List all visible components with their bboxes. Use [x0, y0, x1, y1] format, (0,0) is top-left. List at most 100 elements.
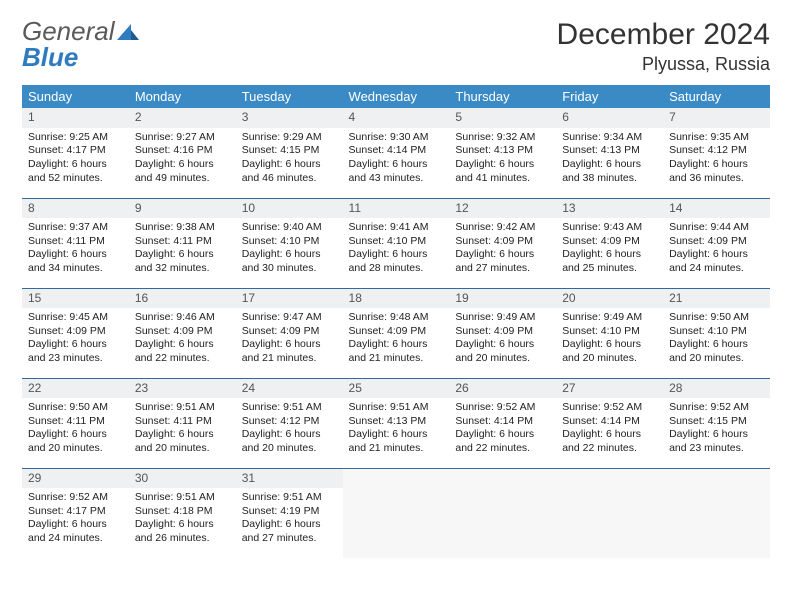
calendar-cell: 25Sunrise: 9:51 AMSunset: 4:13 PMDayligh…	[343, 378, 450, 468]
day-body: Sunrise: 9:30 AMSunset: 4:14 PMDaylight:…	[343, 128, 450, 192]
sunrise-line: Sunrise: 9:51 AM	[242, 401, 337, 415]
sunset-line: Sunset: 4:15 PM	[242, 144, 337, 158]
day-number: 18	[343, 289, 450, 309]
daylight-line: Daylight: 6 hours and 52 minutes.	[28, 158, 123, 185]
sunset-line: Sunset: 4:17 PM	[28, 144, 123, 158]
sunset-line: Sunset: 4:14 PM	[349, 144, 444, 158]
sunset-line: Sunset: 4:10 PM	[349, 235, 444, 249]
day-number: 13	[556, 199, 663, 219]
sunset-line: Sunset: 4:14 PM	[455, 415, 550, 429]
header: GeneralBlue December 2024 Plyussa, Russi…	[22, 18, 770, 75]
day-number: 20	[556, 289, 663, 309]
calendar-cell: 10Sunrise: 9:40 AMSunset: 4:10 PMDayligh…	[236, 198, 343, 288]
sunset-line: Sunset: 4:10 PM	[669, 325, 764, 339]
calendar-table: SundayMondayTuesdayWednesdayThursdayFrid…	[22, 85, 770, 558]
sunset-line: Sunset: 4:09 PM	[242, 325, 337, 339]
sunset-line: Sunset: 4:09 PM	[135, 325, 230, 339]
daylight-line: Daylight: 6 hours and 32 minutes.	[135, 248, 230, 275]
day-body: Sunrise: 9:49 AMSunset: 4:10 PMDaylight:…	[556, 308, 663, 372]
daylight-line: Daylight: 6 hours and 27 minutes.	[242, 518, 337, 545]
calendar-row: 29Sunrise: 9:52 AMSunset: 4:17 PMDayligh…	[22, 468, 770, 558]
sunrise-line: Sunrise: 9:30 AM	[349, 131, 444, 145]
day-body: Sunrise: 9:50 AMSunset: 4:11 PMDaylight:…	[22, 398, 129, 462]
sunrise-line: Sunrise: 9:44 AM	[669, 221, 764, 235]
calendar-row: 22Sunrise: 9:50 AMSunset: 4:11 PMDayligh…	[22, 378, 770, 468]
location: Plyussa, Russia	[557, 54, 770, 75]
calendar-cell: 5 Sunrise: 9:32 AMSunset: 4:13 PMDaylight…	[449, 108, 556, 198]
brand-part1: General	[22, 18, 115, 44]
day-number: 4	[343, 108, 450, 128]
sunset-line: Sunset: 4:16 PM	[135, 144, 230, 158]
daylight-line: Daylight: 6 hours and 41 minutes.	[455, 158, 550, 185]
calendar-cell: 23Sunrise: 9:51 AMSunset: 4:11 PMDayligh…	[129, 378, 236, 468]
day-body: Sunrise: 9:50 AMSunset: 4:10 PMDaylight:…	[663, 308, 770, 372]
sunrise-line: Sunrise: 9:27 AM	[135, 131, 230, 145]
day-header: Saturday	[663, 85, 770, 108]
sunrise-line: Sunrise: 9:29 AM	[242, 131, 337, 145]
sunrise-line: Sunrise: 9:51 AM	[242, 491, 337, 505]
day-body: Sunrise: 9:51 AMSunset: 4:12 PMDaylight:…	[236, 398, 343, 462]
sunrise-line: Sunrise: 9:49 AM	[455, 311, 550, 325]
sunrise-line: Sunrise: 9:52 AM	[28, 491, 123, 505]
sunset-line: Sunset: 4:11 PM	[28, 415, 123, 429]
daylight-line: Daylight: 6 hours and 21 minutes.	[349, 338, 444, 365]
calendar-cell: 7Sunrise: 9:35 AMSunset: 4:12 PMDaylight…	[663, 108, 770, 198]
sunrise-line: Sunrise: 9:48 AM	[349, 311, 444, 325]
daylight-line: Daylight: 6 hours and 20 minutes.	[242, 428, 337, 455]
calendar-cell: 8Sunrise: 9:37 AMSunset: 4:11 PMDaylight…	[22, 198, 129, 288]
sunrise-line: Sunrise: 9:37 AM	[28, 221, 123, 235]
sunset-line: Sunset: 4:13 PM	[455, 144, 550, 158]
brand-logo: GeneralBlue	[22, 18, 139, 70]
calendar-cell: 20Sunrise: 9:49 AMSunset: 4:10 PMDayligh…	[556, 288, 663, 378]
day-body: Sunrise: 9:25 AMSunset: 4:17 PMDaylight:…	[22, 128, 129, 192]
day-body: Sunrise: 9:51 AMSunset: 4:19 PMDaylight:…	[236, 488, 343, 552]
day-number: 12	[449, 199, 556, 219]
day-number: 5	[449, 108, 556, 128]
sunrise-line: Sunrise: 9:52 AM	[455, 401, 550, 415]
sunset-line: Sunset: 4:09 PM	[455, 325, 550, 339]
daylight-line: Daylight: 6 hours and 30 minutes.	[242, 248, 337, 275]
daylight-line: Daylight: 6 hours and 24 minutes.	[28, 518, 123, 545]
day-body: Sunrise: 9:40 AMSunset: 4:10 PMDaylight:…	[236, 218, 343, 282]
sunset-line: Sunset: 4:13 PM	[349, 415, 444, 429]
calendar-cell: 4Sunrise: 9:30 AMSunset: 4:14 PMDaylight…	[343, 108, 450, 198]
sunrise-line: Sunrise: 9:50 AM	[28, 401, 123, 415]
daylight-line: Daylight: 6 hours and 21 minutes.	[242, 338, 337, 365]
day-number: 21	[663, 289, 770, 309]
day-number: 11	[343, 199, 450, 219]
day-body: Sunrise: 9:38 AMSunset: 4:11 PMDaylight:…	[129, 218, 236, 282]
day-body: Sunrise: 9:48 AMSunset: 4:09 PMDaylight:…	[343, 308, 450, 372]
sunset-line: Sunset: 4:09 PM	[669, 235, 764, 249]
day-header: Sunday	[22, 85, 129, 108]
day-body: Sunrise: 9:34 AMSunset: 4:13 PMDaylight:…	[556, 128, 663, 192]
sunrise-line: Sunrise: 9:40 AM	[242, 221, 337, 235]
day-number: 30	[129, 469, 236, 489]
daylight-line: Daylight: 6 hours and 26 minutes.	[135, 518, 230, 545]
sunset-line: Sunset: 4:10 PM	[242, 235, 337, 249]
sunset-line: Sunset: 4:12 PM	[669, 144, 764, 158]
month-title: December 2024	[557, 18, 770, 52]
day-body: Sunrise: 9:51 AMSunset: 4:18 PMDaylight:…	[129, 488, 236, 552]
calendar-cell: 14Sunrise: 9:44 AMSunset: 4:09 PMDayligh…	[663, 198, 770, 288]
day-number: 23	[129, 379, 236, 399]
daylight-line: Daylight: 6 hours and 20 minutes.	[562, 338, 657, 365]
calendar-cell: 3Sunrise: 9:29 AMSunset: 4:15 PMDaylight…	[236, 108, 343, 198]
day-body: Sunrise: 9:35 AMSunset: 4:12 PMDaylight:…	[663, 128, 770, 192]
day-number: 26	[449, 379, 556, 399]
calendar-cell: 24Sunrise: 9:51 AMSunset: 4:12 PMDayligh…	[236, 378, 343, 468]
sunrise-line: Sunrise: 9:51 AM	[135, 491, 230, 505]
day-number: 16	[129, 289, 236, 309]
sunset-line: Sunset: 4:13 PM	[562, 144, 657, 158]
calendar-cell: 11Sunrise: 9:41 AMSunset: 4:10 PMDayligh…	[343, 198, 450, 288]
day-number: 19	[449, 289, 556, 309]
day-number: 7	[663, 108, 770, 128]
sunset-line: Sunset: 4:09 PM	[28, 325, 123, 339]
daylight-line: Daylight: 6 hours and 20 minutes.	[135, 428, 230, 455]
calendar-cell: 17Sunrise: 9:47 AMSunset: 4:09 PMDayligh…	[236, 288, 343, 378]
sunrise-line: Sunrise: 9:32 AM	[455, 131, 550, 145]
day-header-row: SundayMondayTuesdayWednesdayThursdayFrid…	[22, 85, 770, 108]
day-body: Sunrise: 9:52 AMSunset: 4:15 PMDaylight:…	[663, 398, 770, 462]
sunset-line: Sunset: 4:14 PM	[562, 415, 657, 429]
daylight-line: Daylight: 6 hours and 28 minutes.	[349, 248, 444, 275]
day-body: Sunrise: 9:49 AMSunset: 4:09 PMDaylight:…	[449, 308, 556, 372]
